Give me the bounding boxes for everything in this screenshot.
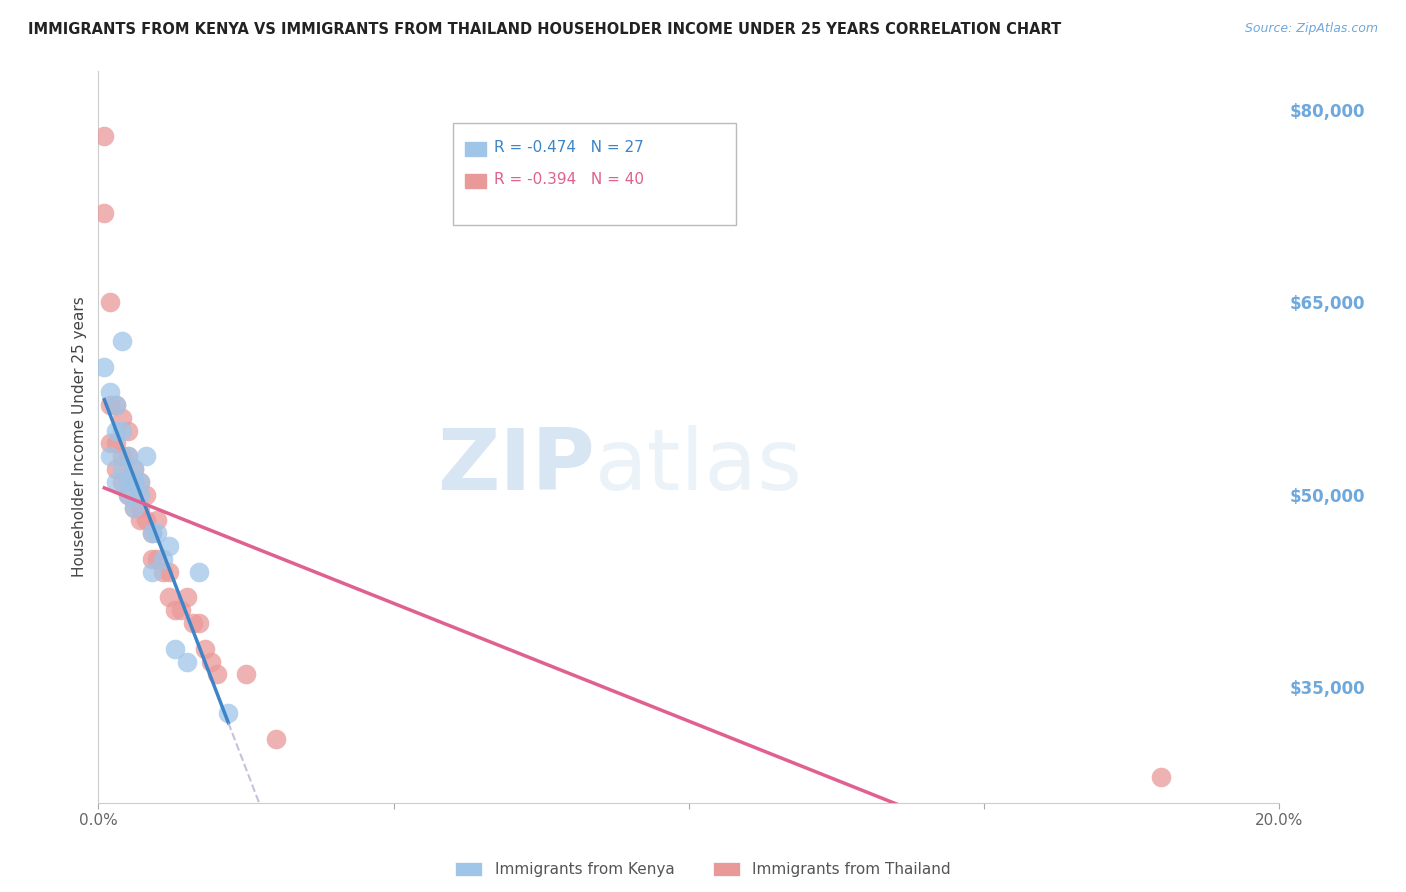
Point	[264, 731, 287, 746]
Point	[105, 436, 128, 450]
Point	[165, 603, 187, 617]
Legend: Immigrants from Kenya, Immigrants from Thailand: Immigrants from Kenya, Immigrants from T…	[449, 855, 957, 883]
Point	[146, 514, 169, 528]
Point	[105, 398, 128, 412]
Point	[105, 398, 128, 412]
Text: atlas: atlas	[595, 425, 803, 508]
Point	[165, 641, 187, 656]
Point	[93, 205, 115, 219]
Point	[157, 539, 180, 553]
Point	[105, 475, 128, 489]
Point	[117, 475, 139, 489]
Point	[122, 475, 145, 489]
Text: Source: ZipAtlas.com: Source: ZipAtlas.com	[1244, 22, 1378, 36]
Point	[98, 450, 121, 464]
Point	[141, 552, 163, 566]
Point	[128, 488, 150, 502]
Y-axis label: Householder Income Under 25 years: Householder Income Under 25 years	[72, 297, 87, 577]
Point	[98, 398, 121, 412]
Point	[176, 591, 198, 605]
Point	[122, 500, 145, 515]
Point	[157, 565, 180, 579]
Point	[152, 565, 174, 579]
Point	[135, 450, 157, 464]
Point	[194, 641, 217, 656]
Text: R = -0.394   N = 40: R = -0.394 N = 40	[494, 172, 644, 187]
Point	[111, 475, 134, 489]
FancyBboxPatch shape	[464, 142, 486, 156]
Point	[128, 475, 150, 489]
Point	[111, 450, 134, 464]
Point	[152, 552, 174, 566]
Point	[205, 667, 228, 681]
Point	[93, 128, 115, 143]
Point	[128, 475, 150, 489]
Point	[141, 526, 163, 541]
Point	[122, 475, 145, 489]
Text: R = -0.474   N = 27: R = -0.474 N = 27	[494, 140, 644, 155]
Point	[98, 295, 121, 310]
Point	[122, 462, 145, 476]
Point	[122, 462, 145, 476]
Point	[141, 526, 163, 541]
Point	[217, 706, 239, 720]
Point	[128, 514, 150, 528]
Point	[105, 424, 128, 438]
Point	[235, 667, 257, 681]
Point	[98, 385, 121, 400]
Point	[117, 424, 139, 438]
Text: IMMIGRANTS FROM KENYA VS IMMIGRANTS FROM THAILAND HOUSEHOLDER INCOME UNDER 25 YE: IMMIGRANTS FROM KENYA VS IMMIGRANTS FROM…	[28, 22, 1062, 37]
Point	[187, 565, 209, 579]
Point	[135, 488, 157, 502]
Point	[1150, 770, 1173, 784]
Point	[111, 410, 134, 425]
Point	[187, 616, 209, 631]
Point	[141, 565, 163, 579]
Point	[93, 359, 115, 374]
Text: ZIP: ZIP	[437, 425, 595, 508]
Point	[111, 462, 134, 476]
Point	[111, 424, 134, 438]
Point	[157, 591, 180, 605]
Point	[170, 603, 193, 617]
Point	[181, 616, 204, 631]
Point	[146, 526, 169, 541]
Point	[117, 450, 139, 464]
Point	[117, 488, 139, 502]
Point	[128, 500, 150, 515]
Point	[122, 500, 145, 515]
Point	[135, 514, 157, 528]
Point	[146, 552, 169, 566]
Point	[105, 462, 128, 476]
Point	[176, 655, 198, 669]
Point	[117, 450, 139, 464]
FancyBboxPatch shape	[464, 174, 486, 188]
Point	[117, 488, 139, 502]
FancyBboxPatch shape	[453, 122, 737, 225]
Point	[200, 655, 222, 669]
Point	[111, 334, 134, 348]
Point	[98, 436, 121, 450]
